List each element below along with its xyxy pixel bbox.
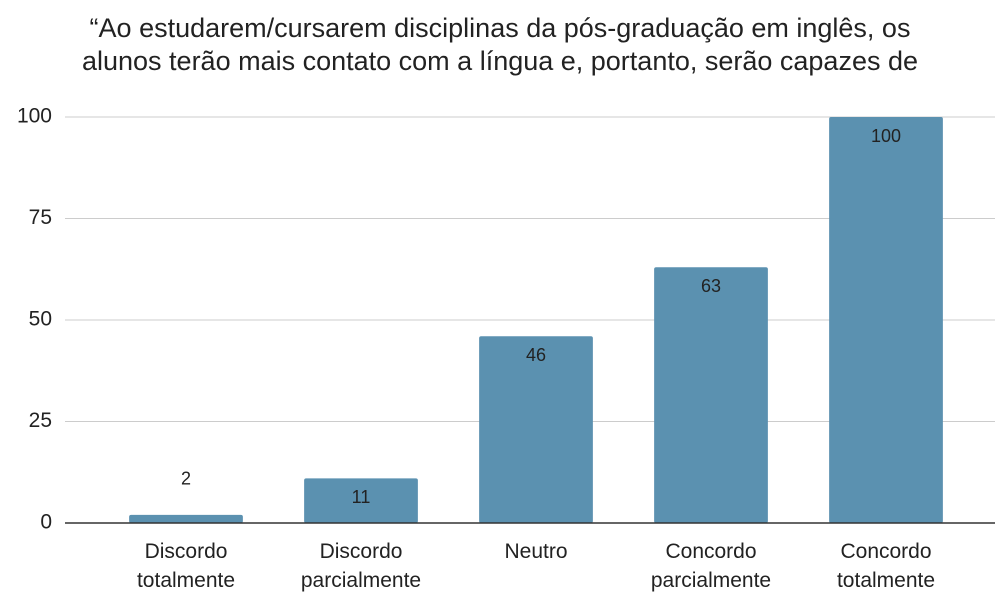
bar: [479, 336, 593, 523]
bar: [304, 478, 418, 523]
bar: [829, 117, 943, 523]
y-tick-label: 0: [40, 511, 52, 534]
x-tick-label: Concordo totalmente: [836, 540, 936, 592]
bar: [129, 514, 243, 523]
data-label: 46: [526, 345, 546, 365]
x-tick-label: Concordo parcialmente: [650, 540, 772, 592]
x-tick-label: Discordo totalmente: [136, 540, 236, 592]
data-label: 11: [352, 487, 371, 507]
y-tick-label: 75: [29, 206, 52, 229]
x-tick-label: Neutro: [504, 540, 568, 563]
chart-title: “Ao estudarem/cursarem disciplinas da pó…: [90, 13, 911, 43]
data-label: 100: [871, 126, 901, 146]
data-label: 63: [701, 276, 721, 296]
bar: [654, 267, 768, 523]
y-tick-label: 100: [17, 105, 52, 128]
chart-title: alunos terão mais contato com a língua e…: [82, 46, 918, 76]
data-label: 2: [181, 469, 191, 489]
y-tick-label: 25: [29, 409, 52, 432]
x-tick-label: Discordo parcialmente: [300, 540, 422, 592]
y-tick-label: 50: [29, 308, 52, 331]
